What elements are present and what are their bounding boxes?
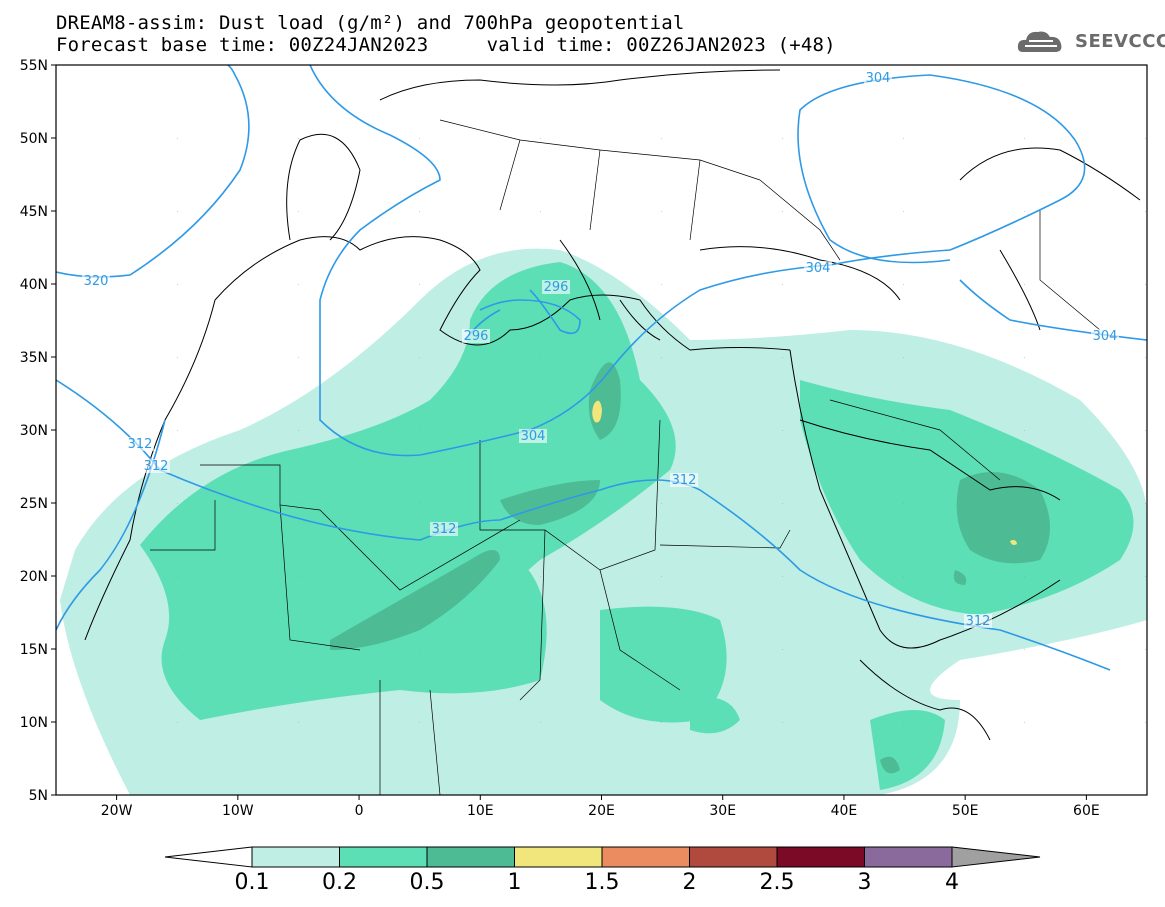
contour-label-bg: [519, 429, 547, 443]
contour-label: 312: [432, 522, 457, 537]
contour-labels: 320 312 312 304 312 312 296 296 304 304 304 312: [82, 71, 1119, 629]
colorbar-swatch: [251, 846, 340, 868]
lat-label: 40N: [20, 277, 48, 293]
lon-label: 20E: [588, 803, 615, 819]
colorbar-swatch: [776, 846, 865, 868]
lon-label: 50E: [952, 803, 979, 819]
colorbar-label: 0.5: [409, 870, 445, 895]
colorbar-label: 3: [857, 870, 872, 895]
colorbar-swatch: [514, 846, 603, 868]
contour-label-bg: [804, 261, 832, 275]
contour-label: 312: [128, 437, 153, 452]
lat-label: 10N: [20, 715, 48, 731]
colorbar-label: 1.5: [584, 870, 620, 895]
lat-label: 5N: [29, 788, 48, 804]
lat-label: 25N: [20, 496, 48, 512]
contour-label-bg: [670, 473, 698, 487]
lon-label: 10E: [467, 803, 494, 819]
colorbar-label: 0.1: [234, 870, 270, 895]
map-title: DREAM8-assim: Dust load (g/m²) and 700hP…: [56, 12, 685, 34]
colorbar: [164, 846, 1041, 868]
lon-label: 20W: [101, 803, 133, 819]
lon-label: 40E: [831, 803, 858, 819]
contour-label-bg: [142, 459, 170, 473]
contour-label-bg: [430, 522, 458, 536]
lat-label: 45N: [20, 204, 48, 220]
lon-label: 30E: [709, 803, 736, 819]
lat-label: 50N: [20, 131, 48, 147]
colorbar-swatch: [339, 846, 428, 868]
contour-label: 320: [84, 274, 109, 289]
lat-label: 55N: [20, 58, 48, 74]
contour-label-bg: [126, 437, 154, 451]
contour-label-bg: [82, 274, 110, 288]
contour-label-bg: [462, 329, 490, 343]
colorbar-label: 0.2: [322, 870, 357, 895]
latitude-axis: 5N 10N 15N 20N 25N 30N 35N 40N 45N 50N 55N: [20, 58, 56, 804]
contour-label-bg: [542, 280, 570, 294]
colorbar-label: 2.5: [759, 870, 795, 895]
lat-label: 30N: [20, 423, 48, 439]
contour-label: 304: [521, 429, 546, 444]
colorbar-low-arrow: [164, 846, 253, 868]
contour-label: 304: [1093, 329, 1118, 344]
cloud-icon: [1017, 31, 1062, 52]
contour-label: 304: [806, 261, 831, 276]
lat-label: 20N: [20, 569, 48, 585]
contour-label: 304: [866, 71, 891, 86]
colorbar-label: 1: [507, 870, 522, 895]
colorbar-label: 4: [945, 870, 959, 895]
colorbar-label: 2: [682, 870, 697, 895]
lon-label: 60E: [1073, 803, 1100, 819]
map-subtitle: Forecast base time: 00Z24JAN2023 valid t…: [56, 34, 836, 56]
longitude-axis: 20W 10W 0 10E 20E 30E 40E 50E 60E: [101, 795, 1100, 819]
lat-label: 35N: [20, 350, 48, 366]
contour-label-bg: [1091, 329, 1119, 343]
logo-text: SEEVCCC: [1075, 31, 1165, 52]
lon-label: 0: [355, 803, 364, 819]
colorbar-swatch: [864, 846, 953, 868]
contour-label-bg: [864, 71, 892, 85]
colorbar-swatch: [601, 846, 690, 868]
colorbar-swatch: [426, 846, 515, 868]
contour-label: 296: [544, 280, 569, 295]
colorbar-swatch: [689, 846, 778, 868]
contour-label: 312: [672, 473, 697, 488]
contour-label: 312: [966, 614, 991, 629]
colorbar-high-arrow: [951, 846, 1041, 868]
lon-label: 10W: [222, 803, 254, 819]
contour-label-bg: [964, 614, 992, 628]
lat-label: 15N: [20, 642, 48, 658]
contour-label: 312: [144, 459, 169, 474]
contour-label: 296: [464, 329, 489, 344]
